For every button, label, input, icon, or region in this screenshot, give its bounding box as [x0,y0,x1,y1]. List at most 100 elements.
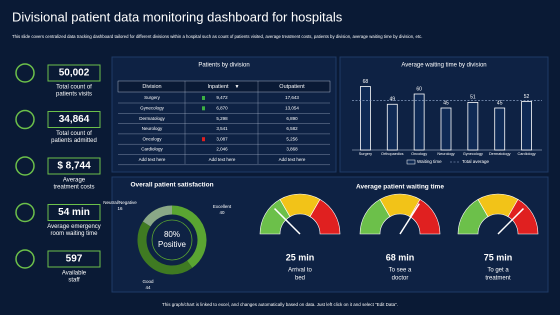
value-label: 51 [470,95,476,101]
bar [413,93,425,151]
segment-label: Neutral/Negative [103,200,137,205]
kpi-icon [15,63,35,83]
value-label: 45 [443,100,449,106]
x-tick-label: Surgery [359,152,372,156]
kpi-icon [15,156,35,176]
kpi-label: treatment costs [53,185,94,191]
gauge-needle [274,208,301,235]
gauge-label: To see a [389,268,412,274]
bar [360,86,371,151]
x-tick-label: Orthopaedics [381,152,404,156]
kpi-label: Available [62,271,87,277]
x-tick-label: Gynecology [463,152,483,156]
table-title: Patients by division [198,63,249,69]
kpi-label: Average emergency [47,224,101,230]
table-panel [111,56,337,173]
table-cell: 3,087 [216,136,228,141]
value-label: 60 [416,86,422,92]
table-cell: 17,643 [285,95,299,100]
table-cell: 3,868 [286,147,298,152]
kpi-box [47,157,101,175]
gauge-label: treatment [485,276,511,282]
gauge-label: Arrival to [288,268,312,274]
kpi-box [47,204,101,221]
title: Divisional patient data monitoring dashb… [12,9,343,24]
donut-segment [137,221,193,275]
table-cell: 3,541 [216,126,228,131]
kpi-label: room waiting time [50,231,98,237]
table-cell: 6,582 [286,126,298,131]
gauge-value: 25 min [286,252,315,262]
kpi-label: patients admitted [51,138,97,144]
table-cell: Dermatology [139,116,165,121]
gauge-arc [309,198,341,235]
segment-label: Good [142,279,154,284]
gauge-arc [409,198,441,235]
kpi-value: 34,864 [59,114,90,125]
value-label: 45 [497,100,503,106]
kpi-box [47,64,101,82]
bottom-panel [111,176,549,293]
kpi-value: 54 min [58,207,90,218]
donut-inner [151,219,193,261]
row-marker [202,106,205,111]
gauge-label: doctor [392,276,409,282]
value-label: 52 [524,94,530,100]
column-header: Division [142,84,161,90]
table-cell: Add text here [279,157,306,162]
footer: This graph/chart is linked to excel, and… [162,302,398,307]
segment-value: 44 [145,285,151,290]
gauge-value: 75 min [484,252,513,262]
table-cell: 5,256 [286,136,298,141]
value-label: 68 [363,79,369,85]
kpi-box [47,250,101,268]
table-cell: 13,054 [285,105,299,110]
column-header: Outpatient [279,84,305,90]
column-header: Inpatient [207,84,229,90]
kpi-value: 597 [66,254,83,265]
bar [386,103,398,151]
table-cell: 2,046 [216,147,228,152]
table-cell: 6,870 [216,105,228,110]
x-tick-label: Dermatology [489,152,511,156]
segment-value: 16 [117,206,123,211]
value-label: 49 [390,97,396,103]
gauge-title: Average patient waiting time [356,184,444,191]
gauge-value: 68 min [386,252,415,262]
kpi-label: Total count of [56,131,92,137]
table-cell: Neurology [142,126,163,131]
gauge-label: To get a [487,268,509,274]
kpi-label: staff [68,278,80,284]
x-tick-label: Neurology [437,152,454,156]
row-marker [202,137,205,142]
donut-segment [171,205,207,268]
kpi-label: Total count of [56,85,92,91]
gauge-needle [399,203,420,235]
legend-label: Total average [462,159,490,164]
bar [494,107,506,151]
kpi-icon [15,202,35,223]
table-cell: Surgery [144,95,161,100]
chart-title: Overall patient satisfaction [130,182,213,189]
donut-segment [142,205,173,227]
sort-marker: ▼ [235,84,240,90]
bar [521,101,532,151]
chart-title: Average waiting time by division [401,63,486,69]
segment-label: Excellent [213,204,232,209]
gauge-label: bed [295,276,305,282]
x-tick-label: Oncology [411,152,427,156]
legend-label: Waiting time [417,159,442,164]
row-marker [202,96,205,100]
subtitle: This slide covers centralized data track… [12,34,423,39]
kpi-icon [15,249,35,269]
kpi-label: Average [63,178,86,184]
kpi-icon [15,109,35,130]
legend-swatch [406,159,416,165]
table-cell: Cardiology [141,147,163,152]
kpi-label: patients visits [56,92,92,98]
kpi-value: 50,002 [59,68,90,79]
table-cell: 6,890 [286,116,298,121]
center-label: 80% [164,230,180,239]
kpi-value: $ 8,744 [57,161,91,172]
table-cell: Oncology [142,136,162,141]
